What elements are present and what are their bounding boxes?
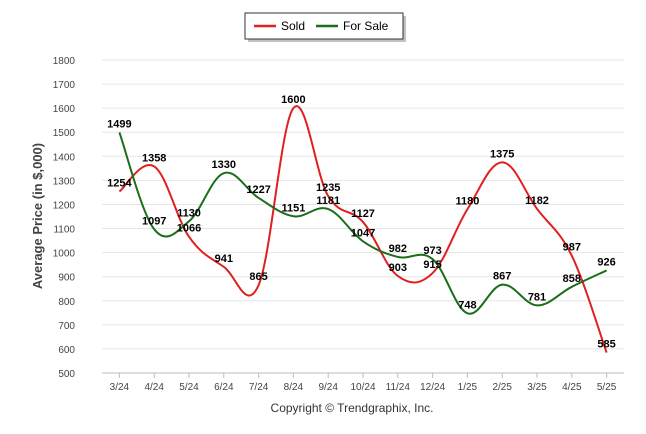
y-tick-label: 1100 <box>53 225 75 236</box>
data-label: 926 <box>597 256 615 268</box>
x-tick-label: 9/24 <box>318 382 338 393</box>
data-label: 982 <box>389 243 407 255</box>
series-line-sold <box>118 105 608 353</box>
data-label: 1600 <box>281 94 305 106</box>
x-tick-label: 10/24 <box>350 382 375 393</box>
y-tick-label: 1500 <box>53 128 76 139</box>
data-label: 1235 <box>316 182 340 194</box>
data-label: 973 <box>423 245 441 257</box>
x-tick-label: 6/24 <box>214 382 234 393</box>
x-tick-label: 1/25 <box>458 382 478 393</box>
data-label: 865 <box>249 271 267 283</box>
data-label: 1151 <box>281 202 305 214</box>
y-tick-label: 1400 <box>53 152 76 163</box>
data-label: 1227 <box>246 184 270 196</box>
data-label: 858 <box>563 273 581 285</box>
y-tick-label: 1800 <box>53 56 76 67</box>
data-label: 1127 <box>351 208 375 220</box>
data-label: 915 <box>423 259 441 271</box>
data-label: 1358 <box>142 152 166 164</box>
data-label: 987 <box>563 242 581 254</box>
y-tick-label: 1600 <box>53 104 76 115</box>
data-labels: 1254 1358 1066 941 865 1600 1235 1127 903 915 1180… <box>107 94 616 350</box>
data-label: 1254 <box>107 177 132 189</box>
data-label: 781 <box>528 291 546 303</box>
x-tick-label: 4/25 <box>562 382 582 393</box>
data-label: 1047 <box>351 227 375 239</box>
gridlines <box>102 59 624 374</box>
series-layer <box>118 105 608 353</box>
data-label: 903 <box>389 262 407 274</box>
x-tick-label: 7/24 <box>249 382 269 393</box>
y-tick-label: 900 <box>58 273 75 284</box>
data-label: 1097 <box>142 215 166 227</box>
data-label: 1499 <box>107 118 131 130</box>
data-label: 1180 <box>455 195 479 207</box>
y-axis-ticks: 500 600 700 800 900 1000 1100 1200 1300 1400 1500 1… <box>53 56 76 380</box>
y-tick-label: 800 <box>58 297 75 308</box>
y-tick-label: 1700 <box>53 80 76 91</box>
y-tick-label: 700 <box>58 321 75 332</box>
x-tick-label: 11/24 <box>386 382 411 393</box>
legend-for-sale-label: For Sale <box>343 19 389 33</box>
x-axis-ticks: 3/24 4/24 5/24 6/24 7/24 8/24 9/24 10/24 11/24 12… <box>110 373 617 393</box>
data-label: 1182 <box>525 195 549 207</box>
y-tick-label: 500 <box>58 369 75 380</box>
x-tick-label: 8/24 <box>284 382 304 393</box>
data-label: 585 <box>597 339 615 351</box>
data-label: 1066 <box>177 223 201 235</box>
x-tick-label: 3/25 <box>527 382 547 393</box>
legend-sold-label: Sold <box>281 19 305 33</box>
y-tick-label: 600 <box>58 345 75 356</box>
y-tick-label: 1200 <box>53 200 76 211</box>
x-tick-label: 12/24 <box>420 382 445 393</box>
x-tick-label: 2/25 <box>492 382 512 393</box>
x-tick-label: 3/24 <box>110 382 130 393</box>
data-label: 748 <box>458 299 476 311</box>
data-label: 1181 <box>316 195 340 207</box>
x-tick-label: 5/25 <box>597 382 617 393</box>
x-tick-label: 5/24 <box>179 382 199 393</box>
copyright-footer: Copyright © Trendgraphix, Inc. <box>271 401 434 415</box>
data-label: 941 <box>215 253 233 265</box>
legend: Sold For Sale <box>244 12 406 42</box>
series-line-for-sale <box>118 132 608 315</box>
x-tick-label: 4/24 <box>144 382 164 393</box>
data-label: 1375 <box>490 148 514 160</box>
y-tick-label: 1000 <box>53 249 76 260</box>
data-label: 1330 <box>212 159 236 171</box>
data-label: 1130 <box>177 207 201 219</box>
data-label: 867 <box>493 271 511 283</box>
y-axis-title: Average Price (in $,000) <box>30 143 45 289</box>
y-tick-label: 1300 <box>53 176 76 187</box>
